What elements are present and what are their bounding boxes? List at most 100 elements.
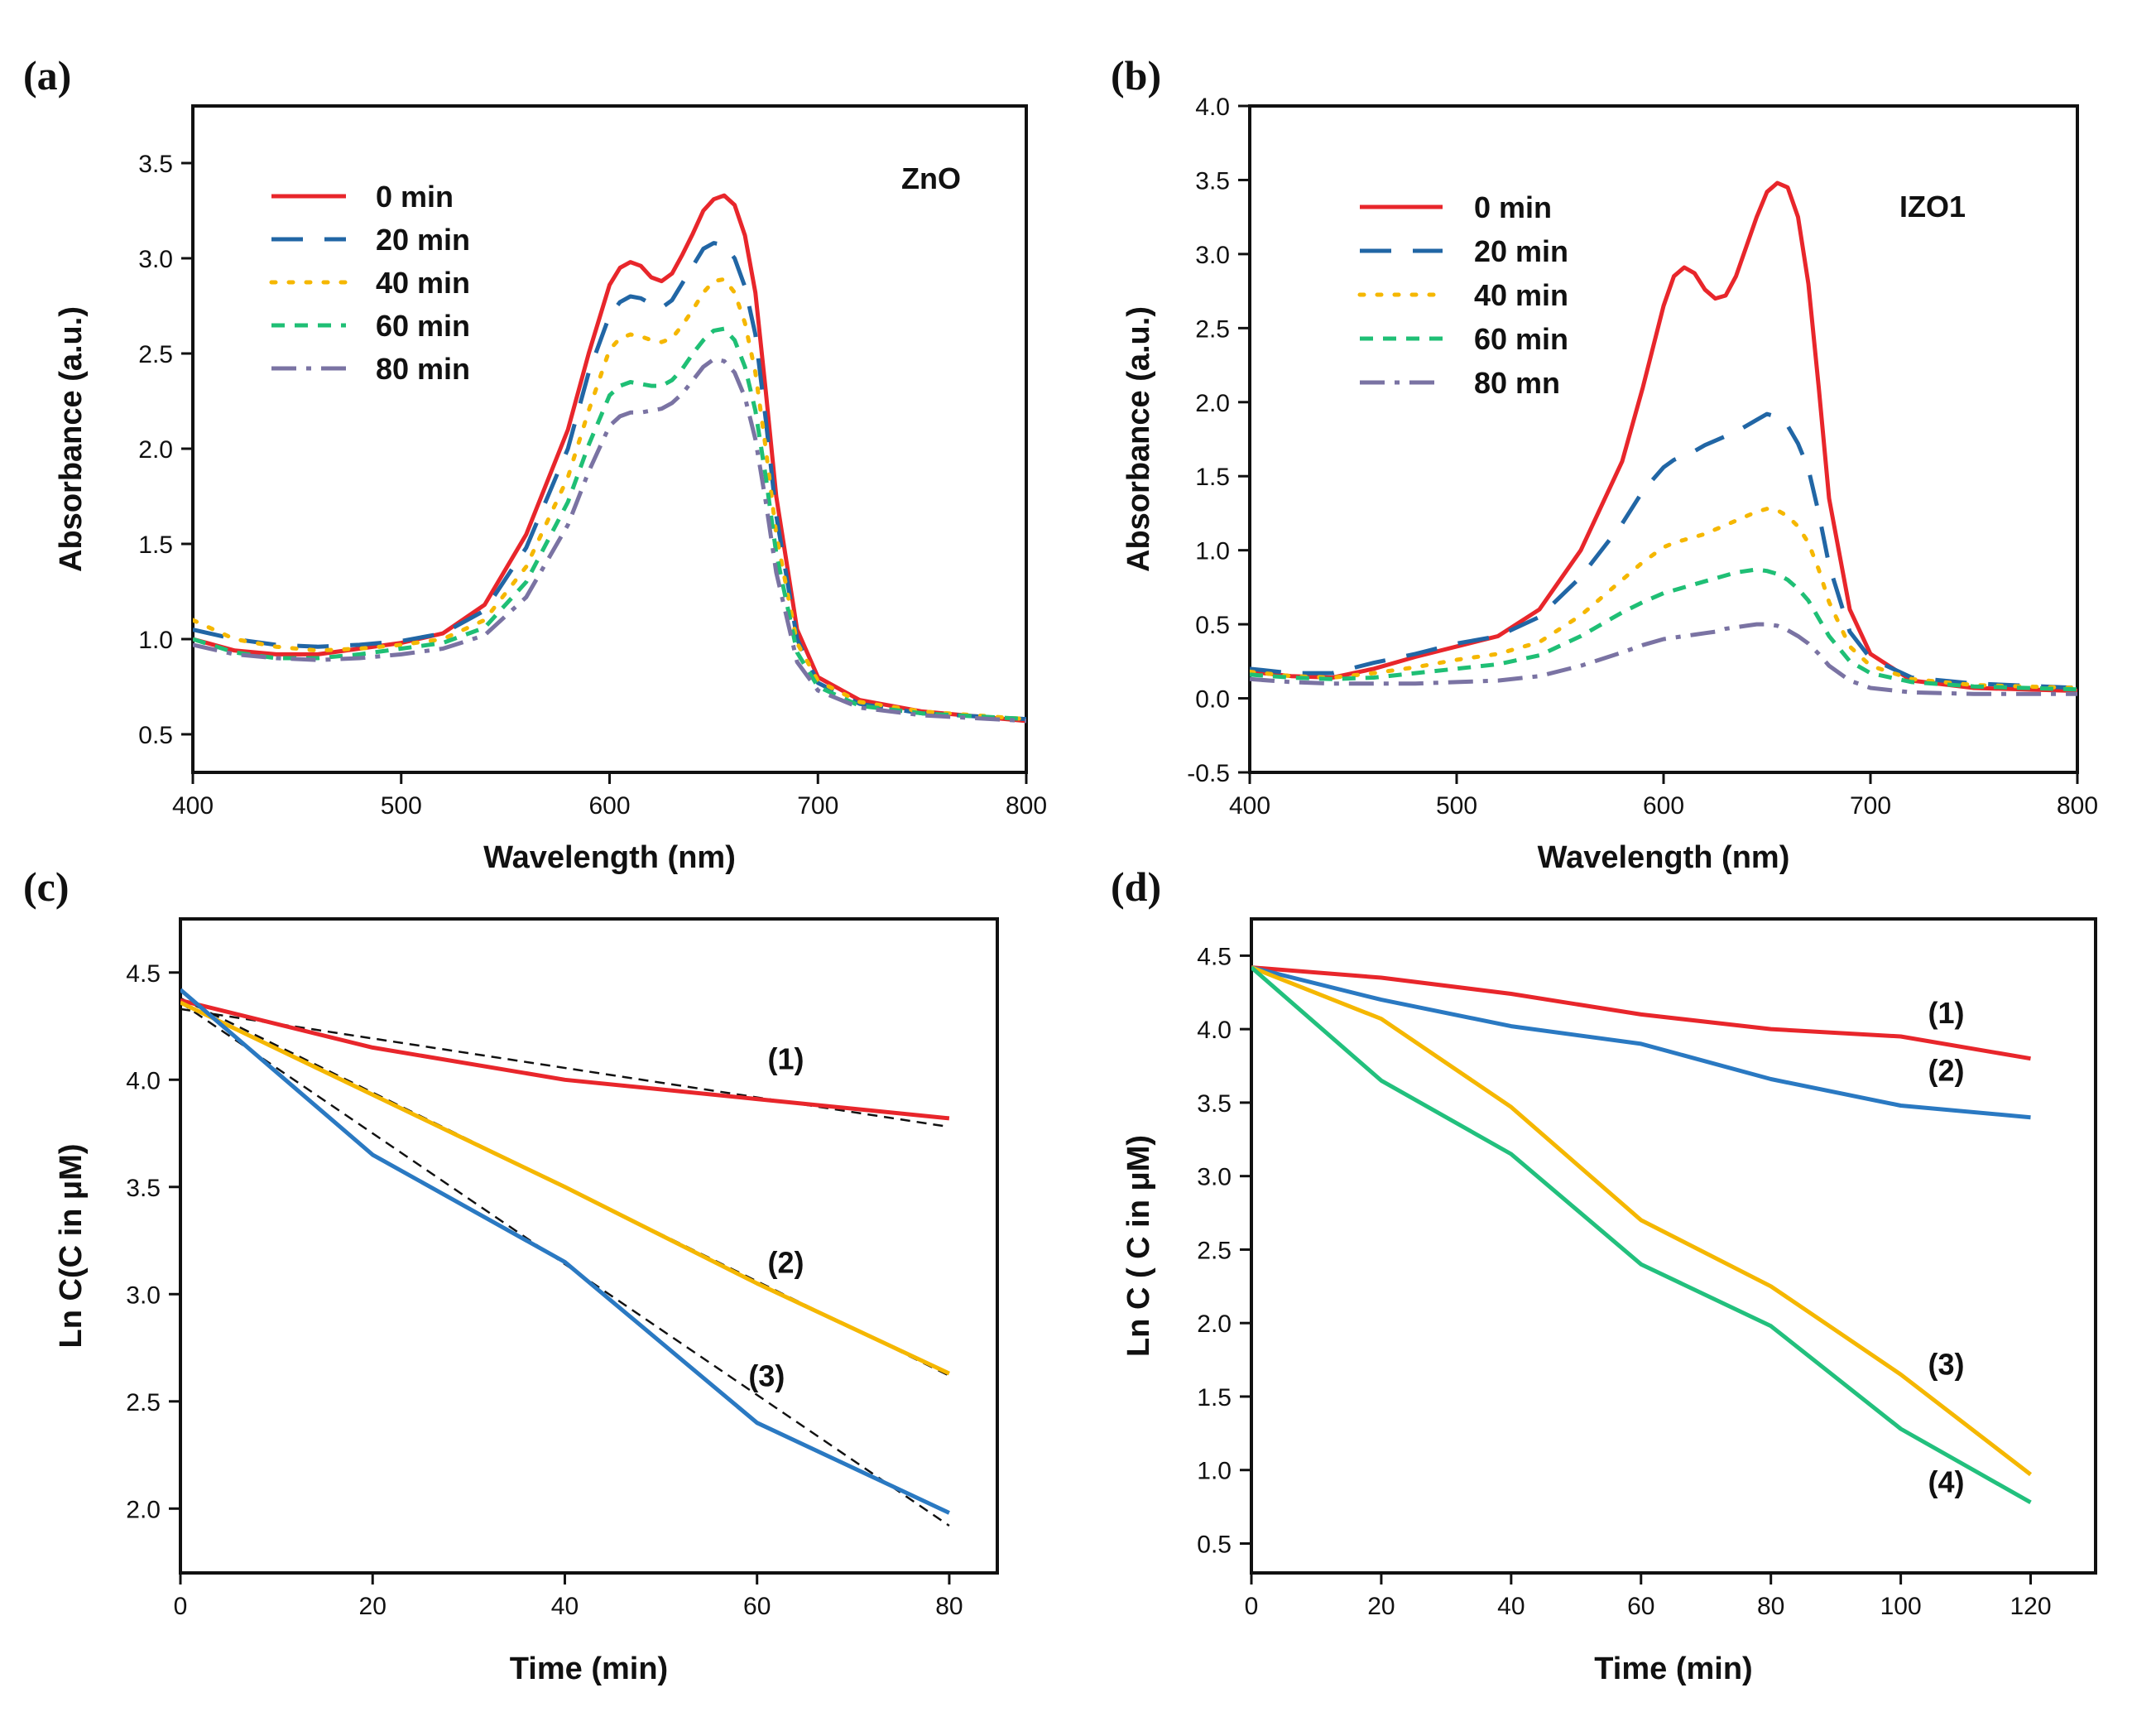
sample-annotation: ZnO	[901, 161, 961, 195]
legend-label: 80 min	[376, 352, 470, 386]
legend-label: 40 min	[376, 266, 470, 300]
x-axis-label: Time (min)	[510, 1652, 668, 1686]
curve-annotation: (1)	[1928, 996, 1965, 1030]
x-tick-label: 700	[1850, 792, 1891, 820]
legend-label: 20 min	[1474, 234, 1568, 268]
y-tick-label: 0.5	[1197, 1531, 1232, 1558]
x-tick-label: 80	[935, 1593, 963, 1620]
plot-frame	[179, 917, 999, 1575]
y-tick-label: 3.5	[126, 1175, 161, 1202]
y-tick-label: 2.5	[138, 341, 173, 368]
legend: 0 min 20 min 40 min 60 min 80 mn	[1357, 190, 1568, 400]
x-tick-label: 40	[551, 1593, 579, 1620]
y-tick-label: 1.0	[1197, 1458, 1232, 1485]
plot-area	[193, 193, 1026, 724]
series-line-3	[1251, 965, 2033, 1477]
series-line-2	[1251, 965, 2031, 1120]
legend-label: 0 min	[1474, 190, 1552, 224]
curve-annotation: (2)	[1928, 1053, 1965, 1087]
legend-label: 60 min	[376, 309, 470, 343]
y-tick-label: 1.0	[1195, 538, 1230, 565]
curve-annotation: (1)	[768, 1041, 804, 1075]
legend-label: 80 mn	[1474, 366, 1560, 400]
x-axis-label: Time (min)	[1594, 1652, 1752, 1686]
series-line-0-min	[193, 193, 1026, 724]
x-tick-label: 60	[743, 1593, 771, 1620]
y-tick-label: 0.5	[138, 722, 173, 749]
x-tick-label: 20	[1367, 1593, 1395, 1620]
x-tick-label: 60	[1627, 1593, 1654, 1620]
y-tick-label: 1.0	[138, 627, 173, 654]
y-tick-label: 4.5	[1197, 943, 1232, 970]
y-tick-label: 3.0	[1195, 242, 1230, 269]
y-tick-label: 2.5	[126, 1389, 161, 1416]
y-tick-label: 0.5	[1195, 612, 1230, 639]
plot-area	[1251, 965, 2033, 1504]
panel-a: (a) 400 500 600 700 800 0.5 1.0 1.5 2.0 2.5 3.0 3.5 W…	[23, 52, 1047, 875]
y-tick-label: 3.5	[138, 151, 173, 178]
x-tick-label: 40	[1497, 1593, 1525, 1620]
panel-letter: (a)	[23, 52, 71, 99]
y-tick-label: -0.5	[1187, 760, 1230, 787]
y-tick-label: 4.5	[126, 960, 161, 988]
x-tick-label: 500	[381, 792, 422, 820]
legend-label: 20 min	[376, 223, 470, 257]
x-tick-label: 400	[1229, 792, 1270, 820]
y-axis-label: Ln C(C in μM)	[54, 1144, 89, 1349]
legend-label: 0 min	[376, 180, 454, 214]
sample-annotation: IZO1	[1899, 190, 1966, 224]
y-tick-label: 2.0	[1195, 390, 1230, 417]
x-tick-label: 20	[359, 1593, 387, 1620]
y-axis-label: Absorbance (a.u.)	[1121, 306, 1156, 572]
x-axis-label: Wavelength (nm)	[483, 840, 736, 875]
y-tick-label: 3.5	[1195, 167, 1230, 195]
y-axis-label: Ln C ( C in μM)	[1121, 1135, 1156, 1357]
series-line-40-min	[193, 277, 1026, 722]
x-tick-label: 700	[797, 792, 838, 820]
series-line-20-min	[1250, 411, 2077, 690]
plot-area	[180, 988, 950, 1527]
series-line-20-min	[193, 241, 1026, 722]
y-tick-label: 1.5	[1195, 464, 1230, 491]
panel-b: (b) 400 500 600 700 800 -0.5 0.0 0.5 1.0 1.5 2.0 2.5…	[1111, 52, 2098, 875]
x-tick-label: 800	[1006, 792, 1047, 820]
series-line-60-min	[1250, 567, 2077, 692]
series-line-40-min	[1250, 507, 2077, 690]
legend: 0 min 20 min 40 min 60 min 80 min	[269, 180, 470, 386]
y-tick-label: 3.0	[126, 1282, 161, 1309]
panel-letter: (b)	[1111, 52, 1161, 99]
y-tick-label: 2.0	[126, 1496, 161, 1523]
x-tick-label: 100	[1880, 1593, 1922, 1620]
x-tick-label: 0	[174, 1593, 188, 1620]
y-tick-label: 2.0	[1197, 1310, 1232, 1338]
series-line-80-min	[193, 357, 1026, 724]
series-line-1	[1251, 965, 2031, 1061]
x-tick-label: 800	[2057, 792, 2098, 820]
series-line-3	[180, 988, 950, 1515]
y-tick-label: 3.0	[138, 246, 173, 273]
series-line-1	[180, 998, 950, 1121]
y-tick-label: 1.5	[138, 531, 173, 559]
x-tick-label: 600	[1643, 792, 1684, 820]
x-tick-label: 120	[2010, 1593, 2052, 1620]
series-line-60-min	[193, 326, 1026, 722]
y-tick-label: 2.5	[1195, 315, 1230, 343]
series-line-4	[1251, 965, 2032, 1504]
panel-letter: (d)	[1111, 863, 1161, 910]
legend-label: 40 min	[1474, 278, 1568, 312]
plot-frame	[1250, 917, 2097, 1575]
series-line-80-mn	[1250, 622, 2077, 696]
curve-annotation: (3)	[748, 1359, 785, 1393]
y-tick-label: 2.5	[1197, 1237, 1232, 1264]
plot-frame	[191, 104, 1028, 774]
y-tick-label: 0.0	[1195, 686, 1230, 714]
series-line-2	[180, 1000, 950, 1376]
panel-c: (c) 0 20 40 60 80 2.0 2.5 3.0 3.5 4.0 4.5 Time (min)…	[23, 863, 999, 1686]
y-tick-label: 3.0	[1197, 1164, 1232, 1191]
x-tick-label: 400	[172, 792, 214, 820]
x-tick-label: 80	[1757, 1593, 1784, 1620]
y-tick-label: 4.0	[126, 1067, 161, 1094]
series-line-0-min	[1250, 180, 2077, 694]
y-tick-label: 4.0	[1195, 94, 1230, 121]
